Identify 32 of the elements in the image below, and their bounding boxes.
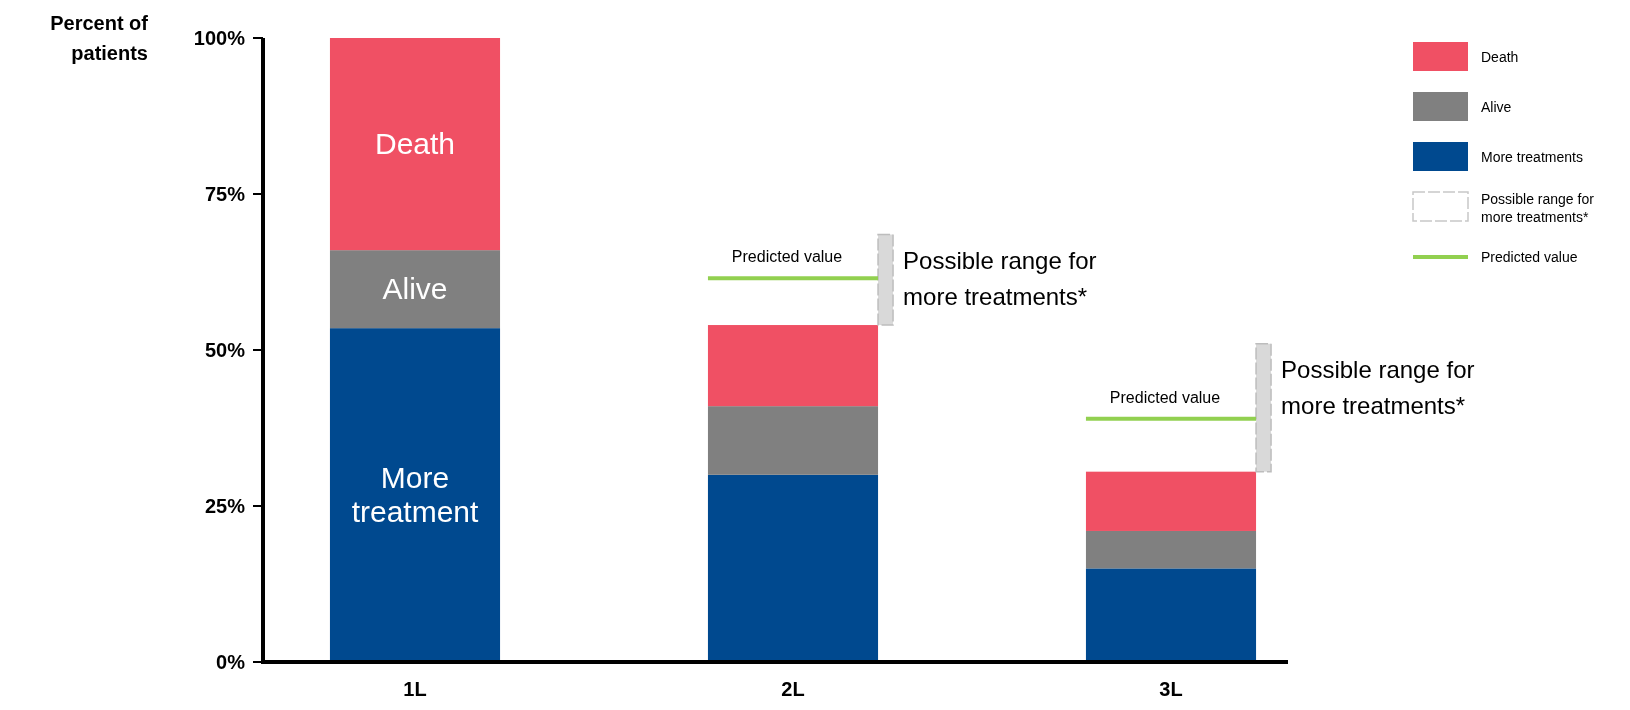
ref-line-label: Predicted value <box>1109 388 1221 406</box>
bar <box>329 38 501 251</box>
legend-label: More treatments <box>1481 149 1583 165</box>
y-tick-label: 25% <box>204 495 246 517</box>
bar <box>329 250 501 329</box>
data-label: Death <box>374 127 456 161</box>
legend-label: Death <box>1481 49 1519 65</box>
bar <box>707 406 879 475</box>
x-tick-label: 3L <box>1159 678 1183 700</box>
bar <box>1085 568 1257 662</box>
bar <box>1085 471 1257 531</box>
y-tick-label: 75% <box>204 183 246 205</box>
bar <box>877 233 894 326</box>
x-tick-label: 1L <box>403 678 427 700</box>
y-tick-label: 0% <box>216 651 246 673</box>
bar <box>1255 343 1272 473</box>
legend-label: Predicted value <box>1481 249 1578 265</box>
legend-label: Alive <box>1481 99 1512 115</box>
text: Predicted value <box>731 248 843 266</box>
bar <box>707 474 879 662</box>
x-tick-label: 2L <box>781 678 805 700</box>
y-axis-title: Percent of patients <box>50 12 149 64</box>
y-tick-label: 50% <box>204 339 246 361</box>
bar <box>329 328 501 662</box>
data-label: More treatment <box>351 461 480 529</box>
legend-label: Possible range for more treatments* <box>1481 191 1595 225</box>
y-tick-label: 100% <box>193 27 246 49</box>
bar <box>1085 530 1257 569</box>
annotation: Possible range for more treatments* <box>903 246 1097 310</box>
data-label: Alive <box>382 272 448 306</box>
bar <box>707 325 879 407</box>
annotation: Possible range for more treatments* <box>1281 355 1475 419</box>
